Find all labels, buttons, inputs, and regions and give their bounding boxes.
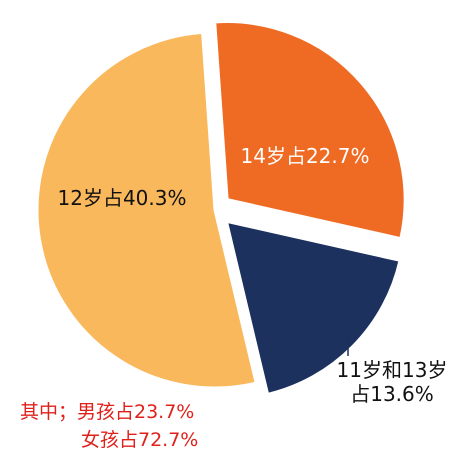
annotation-gender-boys: 其中；男孩占23.7% [20,401,195,423]
slice-label-1: 11岁和13岁占13.6% [337,358,448,406]
pie-slice-2 [35,30,258,390]
slice-label-line: 14岁占22.7% [241,144,370,168]
slice-label-connector-1 [333,335,349,356]
slice-label-2: 12岁占40.3% [58,186,187,210]
pie-slice-1 [224,219,402,396]
annotation-gender-girls: 女孩占72.7% [81,429,199,451]
slice-label-line: 11岁和13岁 [337,358,448,382]
slice-label-0: 14岁占22.7% [241,144,370,168]
slice-label-line: 12岁占40.3% [58,186,187,210]
slice-label-line: 占13.6% [350,382,434,406]
pie-slice-0 [213,20,407,241]
